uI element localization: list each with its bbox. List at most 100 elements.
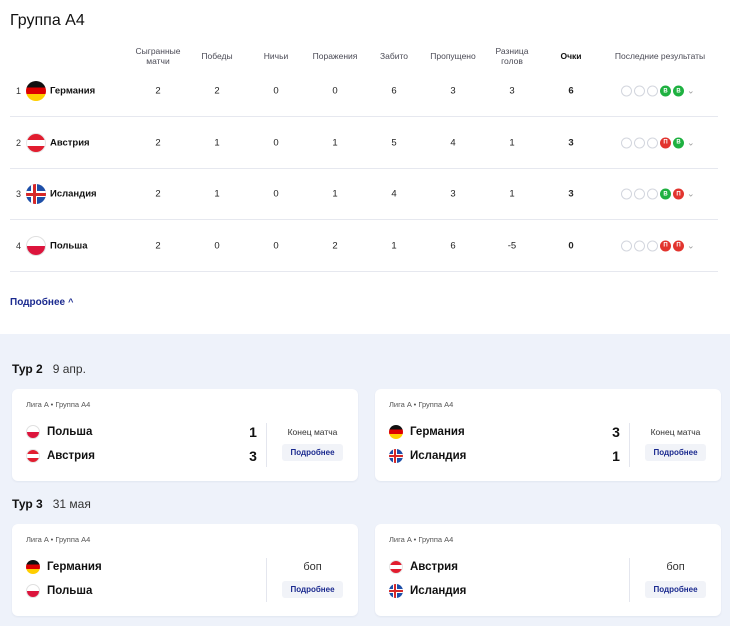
home-team[interactable]: Австрия bbox=[389, 558, 458, 576]
cell-wins: 1 bbox=[214, 137, 220, 148]
home-score: 3 bbox=[612, 424, 620, 440]
table-header: Сыгранные матчи Победы Ничьи Поражения З… bbox=[0, 44, 730, 70]
team-name[interactable]: Австрия bbox=[50, 137, 90, 148]
chevron-down-icon[interactable]: ⌄ bbox=[687, 137, 695, 147]
form-empty-dot bbox=[621, 240, 632, 251]
cell-wins: 1 bbox=[214, 188, 220, 200]
form-result-badge[interactable]: П bbox=[673, 240, 684, 251]
card-divider bbox=[629, 423, 630, 467]
header-draws: Ничьи bbox=[263, 51, 289, 61]
cell-gd: 3 bbox=[509, 85, 515, 97]
match-details-button[interactable]: Подробнее bbox=[645, 444, 706, 461]
more-link[interactable]: Подробнее ^ bbox=[10, 297, 73, 308]
table-row[interactable]: 3 Исландия 2 1 0 1 4 3 1 3 В П ⌄ bbox=[10, 169, 718, 220]
form-result-badge[interactable]: В bbox=[673, 137, 684, 148]
header-losses: Поражения bbox=[312, 51, 358, 61]
home-team[interactable]: Германия bbox=[26, 558, 102, 576]
match-details-button[interactable]: Подробнее bbox=[282, 581, 343, 598]
form-empty-dot bbox=[621, 137, 632, 148]
home-team[interactable]: Польша bbox=[26, 423, 92, 441]
form-result-badge[interactable]: П bbox=[660, 137, 671, 148]
away-team[interactable]: Польша bbox=[26, 582, 92, 600]
home-team-name: Германия bbox=[410, 426, 465, 438]
away-team[interactable]: Австрия bbox=[26, 447, 95, 465]
round-date: 9 апр. bbox=[52, 362, 86, 376]
form-empty-dot bbox=[634, 240, 645, 251]
flag-is-icon bbox=[389, 449, 403, 463]
match-card[interactable]: Лига A • Группа A4 Германия 3 Исландия 1 Коне… bbox=[375, 389, 721, 481]
form-empty-dot bbox=[647, 188, 658, 200]
round-date: 31 мая bbox=[52, 497, 91, 511]
cell-ga: 3 bbox=[450, 85, 456, 97]
row-position: 2 bbox=[16, 137, 22, 148]
match-card[interactable]: Лига A • Группа A4 Австрия Исландия боп Подр… bbox=[375, 524, 721, 616]
fixtures-section: Тур 2 9 апр. Лига A • Группа A4 Польша 1 Авст… bbox=[0, 334, 730, 626]
table-row[interactable]: 1 Германия 2 2 0 0 6 3 3 6 В В ⌄ bbox=[10, 66, 718, 117]
cell-draws: 0 bbox=[273, 240, 279, 251]
cell-played: 2 bbox=[155, 85, 161, 97]
away-score: 1 bbox=[612, 448, 620, 464]
away-team-name: Исландия bbox=[410, 450, 467, 462]
match-details-button[interactable]: Подробнее bbox=[645, 581, 706, 598]
flag-pl-icon bbox=[26, 425, 40, 439]
match-card[interactable]: Лига A • Группа A4 Германия Польша боп Подро… bbox=[12, 524, 358, 616]
form-result-badge[interactable]: В bbox=[660, 188, 671, 200]
team-name[interactable]: Германия bbox=[50, 85, 96, 97]
form-result-badge[interactable]: П bbox=[673, 188, 684, 200]
home-team-name: Германия bbox=[47, 561, 102, 573]
header-wins: Победы bbox=[201, 51, 233, 61]
table-row[interactable]: 4 Польша 2 0 0 2 1 6 -5 0 П П ⌄ bbox=[10, 221, 718, 272]
round-header: Тур 2 9 апр. bbox=[12, 362, 86, 376]
home-team-name: Австрия bbox=[410, 561, 458, 573]
cell-played: 2 bbox=[155, 240, 161, 251]
home-team-name: Польша bbox=[47, 426, 93, 438]
cell-ga: 6 bbox=[450, 240, 456, 251]
chevron-down-icon[interactable]: ⌄ bbox=[687, 85, 695, 96]
team-name[interactable]: Польша bbox=[50, 240, 88, 251]
form-result-badge[interactable]: В bbox=[673, 85, 684, 97]
recent-form: В В ⌄ bbox=[621, 85, 695, 97]
cell-points: 0 bbox=[568, 240, 574, 251]
card-divider bbox=[266, 558, 267, 602]
cell-ga: 3 bbox=[450, 188, 456, 200]
away-team[interactable]: Исландия bbox=[389, 447, 466, 465]
card-divider bbox=[629, 558, 630, 602]
cell-gf: 6 bbox=[391, 85, 397, 97]
form-empty-dot bbox=[647, 85, 658, 97]
header-form: Последние результаты bbox=[614, 51, 706, 61]
flag-pl-icon bbox=[26, 235, 46, 256]
row-position: 4 bbox=[16, 240, 22, 251]
away-team[interactable]: Исландия bbox=[389, 582, 466, 600]
table-row[interactable]: 2 Австрия 2 1 0 1 5 4 1 3 П В ⌄ bbox=[10, 118, 718, 169]
form-result-badge[interactable]: В bbox=[660, 85, 671, 97]
away-team-name: Исландия bbox=[410, 585, 467, 597]
group-title: Группа А4 bbox=[10, 12, 85, 29]
round-header: Тур 3 31 мая bbox=[12, 497, 91, 511]
away-score: 3 bbox=[249, 448, 257, 464]
form-empty-dot bbox=[634, 85, 645, 97]
match-status: Конец матча bbox=[650, 427, 701, 437]
row-position: 3 bbox=[16, 189, 22, 199]
chevron-down-icon[interactable]: ⌄ bbox=[687, 188, 695, 199]
cell-losses: 0 bbox=[332, 85, 338, 97]
flag-is-icon bbox=[389, 584, 403, 598]
form-result-badge[interactable]: П bbox=[660, 240, 671, 251]
recent-form: П В ⌄ bbox=[621, 137, 695, 148]
cell-wins: 2 bbox=[214, 85, 220, 97]
flag-pl-icon bbox=[26, 584, 40, 598]
card-divider bbox=[266, 423, 267, 467]
match-card[interactable]: Лига A • Группа A4 Польша 1 Австрия 3 Конец м… bbox=[12, 389, 358, 481]
recent-form: В П ⌄ bbox=[621, 188, 695, 200]
recent-form: П П ⌄ bbox=[621, 240, 695, 251]
away-team-name: Австрия bbox=[47, 450, 95, 462]
home-team[interactable]: Германия bbox=[389, 423, 465, 441]
cell-draws: 0 bbox=[273, 137, 279, 148]
more-link-label[interactable]: Подробнее bbox=[10, 297, 66, 308]
match-meta: Лига A • Группа A4 bbox=[389, 535, 454, 544]
chevron-down-icon[interactable]: ⌄ bbox=[687, 240, 695, 250]
cell-played: 2 bbox=[155, 188, 161, 200]
match-details-button[interactable]: Подробнее bbox=[282, 444, 343, 461]
cell-gd: 1 bbox=[509, 188, 515, 200]
match-status: боп bbox=[303, 561, 322, 573]
team-name[interactable]: Исландия bbox=[50, 188, 97, 200]
